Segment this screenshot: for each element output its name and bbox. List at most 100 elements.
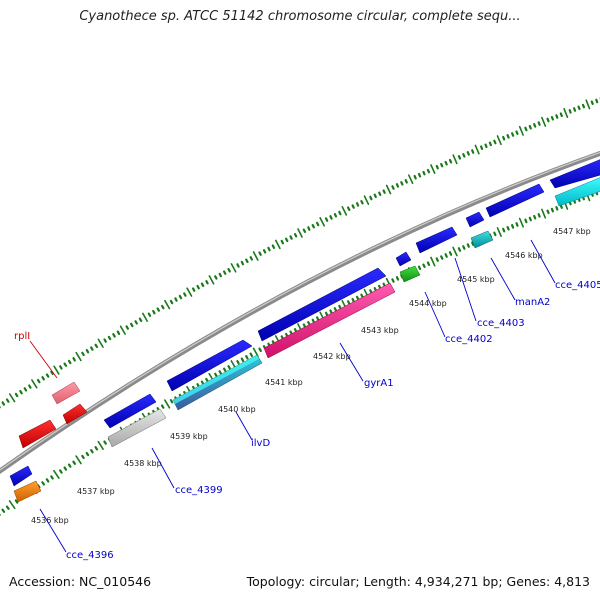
- gene-label-gyra1[interactable]: gyrA1: [364, 378, 394, 389]
- outer-ring-minor-tick: [555, 114, 559, 119]
- outer-ring-minor-tick: [271, 244, 276, 249]
- gene-label-mana2[interactable]: manA2: [515, 297, 550, 308]
- outer-ring-minor-tick: [23, 387, 28, 392]
- gene-cce-4399[interactable]: [107, 408, 167, 448]
- outer-ring-minor-tick: [338, 210, 342, 216]
- outer-ring-major-tick: [164, 299, 171, 310]
- inner-ring-minor-tick: [214, 372, 218, 378]
- outer-ring-minor-tick: [249, 256, 253, 261]
- gene-label-cce-4396[interactable]: cce_4396: [66, 550, 114, 561]
- outer-ring-major-tick: [430, 164, 436, 174]
- outer-ring-minor-tick: [45, 373, 50, 378]
- inner-ring-minor-tick: [311, 318, 315, 324]
- gene-label-rpll[interactable]: rplI: [14, 331, 30, 342]
- inner-ring-minor-tick: [506, 226, 510, 231]
- gene-cce-4396-upper[interactable]: [9, 465, 33, 487]
- outer-ring-major-tick: [274, 239, 281, 250]
- outer-ring-major-tick: [297, 228, 303, 238]
- outer-ring-minor-tick: [360, 200, 364, 205]
- gene-small-blue-2[interactable]: [465, 211, 485, 228]
- inner-ring-minor-tick: [360, 293, 364, 299]
- inner-ring-minor-tick: [50, 475, 54, 480]
- outer-ring-minor-tick: [329, 215, 333, 220]
- outer-ring-minor-tick: [183, 292, 187, 297]
- gene-cce-4402[interactable]: [399, 265, 421, 283]
- inner-ring-minor-tick: [528, 216, 532, 222]
- outer-ring-minor-tick: [214, 275, 218, 280]
- gene-ilvd[interactable]: [172, 354, 263, 411]
- gene-label-cce-4399[interactable]: cce_4399: [175, 485, 223, 496]
- gene-cce-4396[interactable]: [13, 480, 42, 503]
- gene-cce-4405-upper[interactable]: [549, 158, 600, 189]
- outer-ring-minor-tick: [14, 392, 19, 398]
- outer-ring-minor-tick: [85, 349, 90, 354]
- inner-ring-minor-tick: [236, 360, 240, 365]
- gene-manA2[interactable]: [470, 230, 494, 249]
- kbp-label-4543: 4543 kbp: [361, 326, 399, 335]
- gene-rpll-pink[interactable]: [51, 381, 81, 405]
- outer-ring-major-tick: [319, 217, 326, 227]
- outer-ring-major-tick: [496, 135, 502, 146]
- kbp-label-4537: 4537 kbp: [77, 487, 115, 496]
- outer-tick-ring: [0, 97, 600, 409]
- outer-ring-minor-tick: [63, 362, 68, 367]
- outer-ring-minor-tick: [528, 124, 532, 130]
- gene-cce-4403-upper[interactable]: [415, 226, 458, 254]
- inner-ring-minor-tick: [524, 218, 528, 224]
- inner-ring-major-tick: [518, 217, 525, 228]
- rpll-leader-line: [29, 340, 58, 379]
- inner-ring-minor-tick: [550, 207, 555, 213]
- gene-gyra1-upper[interactable]: [257, 267, 387, 342]
- inner-ring-minor-tick: [14, 499, 19, 504]
- outer-ring-minor-tick: [81, 351, 85, 357]
- outer-ring-minor-tick: [480, 145, 484, 150]
- outer-ring-minor-tick: [572, 107, 577, 112]
- outer-ring-minor-tick: [285, 237, 289, 243]
- outer-ring-minor-tick: [258, 251, 262, 256]
- kbp-label-4536: 4536 kbp: [31, 516, 69, 525]
- outer-ring-major-tick: [186, 287, 193, 297]
- kbp-label-4542: 4542 kbp: [313, 352, 351, 361]
- outer-ring-minor-tick: [559, 112, 563, 118]
- outer-ring-minor-tick: [293, 233, 298, 238]
- inner-ring-minor-tick: [307, 321, 311, 326]
- outer-ring-minor-tick: [400, 181, 404, 186]
- inner-ring-major-tick: [97, 440, 104, 451]
- gene-label-cce-4405[interactable]: cce_4405: [555, 280, 600, 291]
- outer-ring-major-tick: [230, 263, 237, 273]
- outer-ring-minor-tick: [471, 149, 475, 154]
- gene-gyra1[interactable]: [263, 282, 396, 359]
- outer-ring-minor-tick: [533, 123, 537, 128]
- kbp-label-4547: 4547 kbp: [553, 227, 591, 236]
- gene-ilvd-upper[interactable]: [166, 339, 253, 392]
- outer-ring-minor-tick: [36, 378, 41, 384]
- outer-ring-minor-tick: [116, 330, 121, 335]
- inner-ring-minor-tick: [515, 222, 519, 227]
- inner-ring-minor-tick: [444, 253, 448, 258]
- gene-label-ilvd[interactable]: ilvD: [251, 438, 270, 449]
- accession-text: Accession: NC_010546: [9, 574, 152, 589]
- gene-label-cce-4403[interactable]: cce_4403: [477, 318, 525, 329]
- outer-ring-minor-tick: [94, 343, 99, 349]
- inner-ring-minor-tick: [502, 227, 506, 233]
- gene-label-cce-4402[interactable]: cce_4402: [445, 334, 493, 345]
- outer-ring-minor-tick: [493, 139, 497, 145]
- outer-ring-major-tick: [452, 154, 458, 165]
- inner-ring-minor-tick: [218, 370, 222, 375]
- gene-cce-4399-upper[interactable]: [103, 393, 157, 429]
- inner-ring-minor-tick: [369, 289, 373, 294]
- kbp-label-4546: 4546 kbp: [505, 251, 543, 260]
- gene-manA2-upper[interactable]: [485, 183, 545, 218]
- inner-ring-minor-tick: [493, 231, 497, 237]
- outer-ring-major-tick: [385, 184, 392, 195]
- gene-rpll-red-2[interactable]: [18, 419, 57, 449]
- gene-rpll-red-1[interactable]: [62, 403, 88, 425]
- inner-ring-minor-tick: [45, 478, 50, 483]
- inner-ring-minor-tick: [160, 404, 165, 409]
- outer-ring-minor-tick: [240, 260, 245, 266]
- inner-ring-minor-tick: [537, 213, 541, 218]
- gene-cce-4405[interactable]: [554, 176, 600, 207]
- inner-tick-ring: [0, 189, 600, 516]
- gene-small-blue-1[interactable]: [395, 251, 412, 267]
